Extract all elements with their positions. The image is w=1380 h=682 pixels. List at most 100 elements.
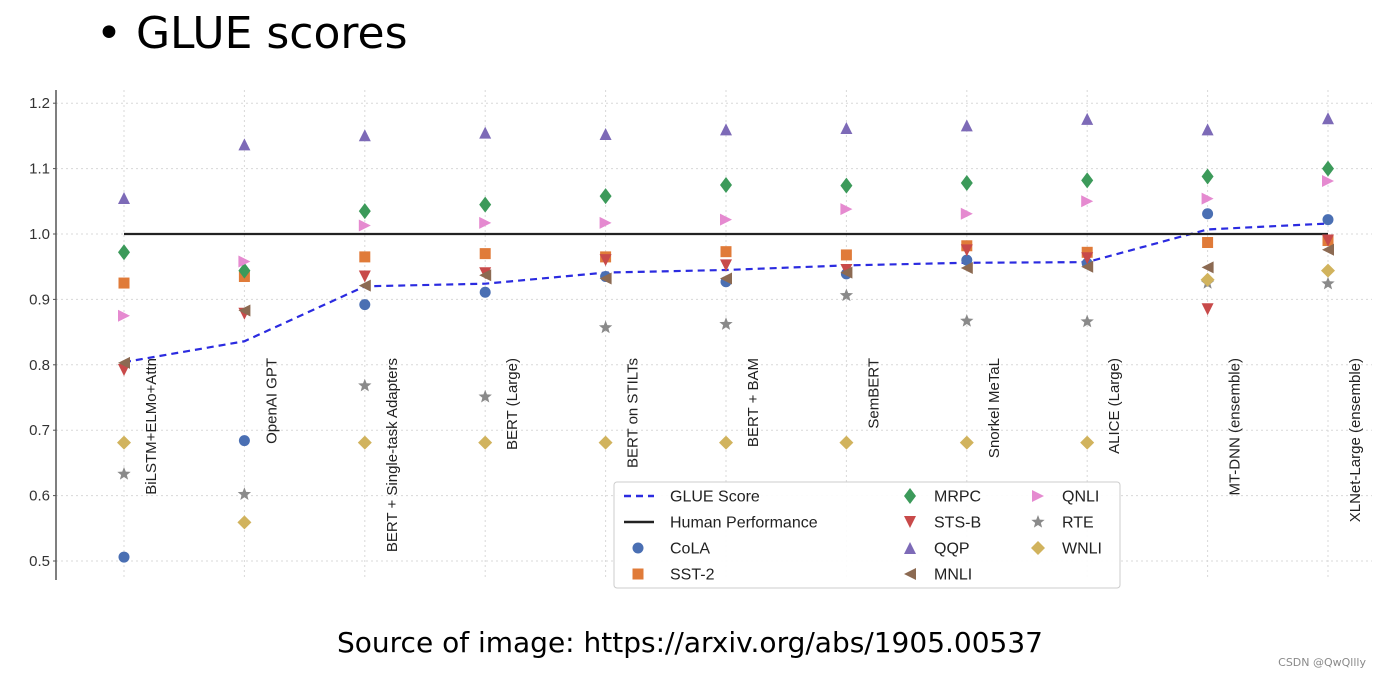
wnli-point [357,435,372,450]
legend-entry-qnli: QNLI [1032,489,1099,506]
axis-layer: 0.5 0.6 0.7 0.8 0.9 1.0 1.1 1.2 [29,90,57,580]
legend-label: MRPC [934,489,981,506]
qnli-point [720,213,732,226]
cola-point [118,551,130,563]
category-label: Snorkel MeTaL [986,358,1003,458]
legend: GLUE Score Human Performance CoLA SST-2 MRPC… [613,481,1121,589]
wnli-point [1200,272,1215,287]
rte-point [719,317,733,330]
legend-label: Human Performance [670,515,818,532]
mrpc-point [358,203,371,220]
source-caption: Source of image: https://arxiv.org/abs/1… [337,626,1043,659]
category-label: OpenAI GPT [263,358,280,444]
qqp-point [720,123,732,136]
legend-entry-rte: RTE [1031,515,1094,532]
rte-point [1080,314,1094,328]
y-tick-label: 0.8 [29,357,50,374]
legend-handle-rte [1031,515,1045,528]
legend-label: QNLI [1062,489,1099,506]
category-label: XLNet-Large (ensemble) [1347,358,1364,522]
legend-handle-qnli [1032,490,1044,502]
category-label: BERT + Single-task Adapters [384,358,401,552]
y-tick-label: 1.2 [29,95,50,112]
legend-label: MNLI [934,567,972,584]
legend-label: SST-2 [670,567,715,584]
qnli-point [840,203,853,216]
y-tick-label: 1.0 [29,226,50,243]
rte-point [237,487,252,500]
cola-point [238,435,250,447]
category-label: ALICE (Large) [1106,358,1123,454]
mnli-point [1201,261,1214,274]
sst-2-point [840,249,852,261]
sts-b-point [1201,303,1214,316]
wnli-point [117,435,131,450]
legend-entry-mnli: MNLI [904,567,972,584]
sts-b-point [358,270,371,283]
y-tick-label: 1.1 [29,161,50,178]
legend-entry-wnli: WNLI [1031,541,1102,558]
mrpc-point [960,174,973,191]
qnli-point [960,207,973,220]
mnli-point [720,272,732,285]
qqp-point [118,192,130,205]
sst-2-point [118,277,130,289]
legend-label: STS-B [934,515,981,532]
wnli-point [1080,435,1095,450]
points-layer [117,112,1335,563]
qqp-point [960,119,973,132]
wnli-point [839,435,854,450]
sts-b-point [960,244,973,257]
legend-handle-sst-2 [632,568,644,580]
qnli-point [1081,195,1094,208]
watermark: CSDN @QwQllly [1278,656,1366,669]
wnli-point [959,435,974,450]
y-tick-label: 0.5 [29,553,50,570]
y-tick-label: 0.6 [29,488,50,505]
mnli-point [840,266,853,279]
legend-box [613,481,1121,589]
cola-point [1202,208,1214,220]
qnli-point [358,219,371,232]
mnli-point [238,304,251,317]
legend-handle-cola [632,542,644,554]
sst-2-point [720,246,732,258]
category-label: MT-DNN (ensemble) [1227,358,1244,496]
legend-entry-glue-score: GLUE Score [624,489,760,506]
rte-point [117,467,131,480]
category-label: BERT on STILTs [625,358,642,468]
qnli-point [238,255,251,268]
qqp-point [479,126,492,139]
legend-entry-sts-b: STS-B [904,515,981,532]
mnli-point [1322,243,1334,256]
legend-handle-sts-b [904,516,916,528]
qnli-point [118,309,130,322]
qqp-point [1322,112,1334,125]
rte-point [478,389,492,403]
wnli-point [478,435,493,450]
legend-label: CoLA [670,541,710,558]
mrpc-point [479,196,492,213]
qqp-point [238,138,251,151]
mnli-point [960,262,973,275]
slide-title: • GLUE scores [96,8,408,59]
legend-handle-qqp [904,542,916,554]
qqp-point [1201,123,1214,136]
mrpc-point [1081,172,1094,189]
qnli-point [599,216,612,229]
legend-entry-qqp: QQP [904,541,970,558]
mnli-point [118,356,130,369]
mrpc-point [720,176,732,193]
rte-point [598,320,613,334]
mnli-point [479,269,492,282]
mnli-point [599,272,612,285]
sst-2-point [359,251,371,263]
rte-point [358,378,372,392]
category-labels: BiLSTM+ELMo+Attn OpenAI GPT BERT + Single-… [143,358,1364,552]
mnli-point [1081,260,1094,273]
legend-label: WNLI [1062,541,1102,558]
legend-entry-mrpc: MRPC [904,488,981,506]
cola-point [961,254,973,266]
y-tick-label: 0.9 [29,291,50,308]
